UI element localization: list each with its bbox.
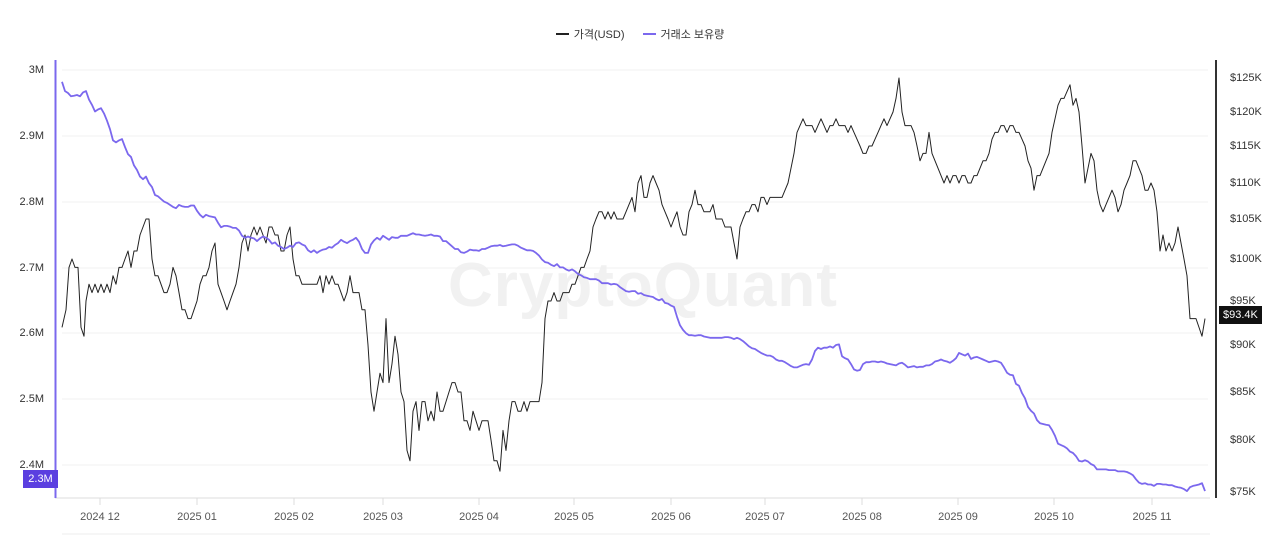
price-line: [61, 77, 1206, 472]
x-tick-label: 2024 12: [80, 511, 120, 523]
x-tick-label: 2025 08: [842, 511, 882, 523]
right-tick-label: $105K: [1230, 213, 1262, 225]
x-tick-label: 2025 02: [274, 511, 314, 523]
right-tick-label: $125K: [1230, 72, 1262, 84]
right-tick-label: $115K: [1230, 140, 1261, 152]
left-tick-label: 2.9M: [19, 130, 44, 142]
x-tick-label: 2025 01: [177, 511, 217, 523]
right-tick-label: $120K: [1230, 106, 1262, 118]
right-tick-label: $85K: [1230, 386, 1256, 398]
left-tick-label: 2.5M: [19, 393, 44, 405]
left-tick-label: 2.4M: [19, 459, 44, 471]
left-tick-label: 2.8M: [19, 196, 44, 208]
left-tick-label: 2.6M: [19, 327, 44, 339]
reserve-line-swatch-icon: [642, 33, 656, 35]
x-tick-label: 2025 11: [1132, 511, 1172, 523]
x-tick-label: 2025 03: [363, 511, 403, 523]
right-tick-label: $90K: [1230, 339, 1256, 351]
x-tick-label: 2025 06: [651, 511, 691, 523]
x-tick-label: 2025 09: [938, 511, 978, 523]
price-current-value-badge: $93.4K: [1219, 306, 1262, 324]
x-tick-label: 2025 04: [459, 511, 499, 523]
x-tick-label: 2025 05: [554, 511, 594, 523]
left-tick-label: 2.7M: [19, 262, 44, 274]
right-tick-label: $95K: [1230, 295, 1256, 307]
right-tick-label: $110K: [1230, 177, 1261, 189]
x-tick-label: 2025 07: [745, 511, 785, 523]
legend-label-price: 가격(USD): [573, 29, 625, 41]
right-tick-label: $80K: [1230, 434, 1256, 446]
chart-legend: 가격(USD) 거래소 보유량: [0, 26, 1280, 42]
reserve-current-value-badge: 2.3M: [23, 470, 58, 488]
legend-item-reserve[interactable]: 거래소 보유량: [642, 26, 725, 42]
legend-label-reserve: 거래소 보유량: [660, 29, 725, 41]
left-tick-label: 3M: [28, 64, 44, 76]
watermark-logo: CryptoQuant: [448, 251, 838, 320]
price-line-swatch-icon: [555, 33, 569, 35]
exchange-reserve-line: [61, 81, 1206, 493]
right-tick-label: $75K: [1230, 486, 1256, 498]
right-tick-label: $100K: [1230, 253, 1262, 265]
x-tick-label: 2025 10: [1034, 511, 1074, 523]
legend-item-price[interactable]: 가격(USD): [555, 26, 625, 42]
